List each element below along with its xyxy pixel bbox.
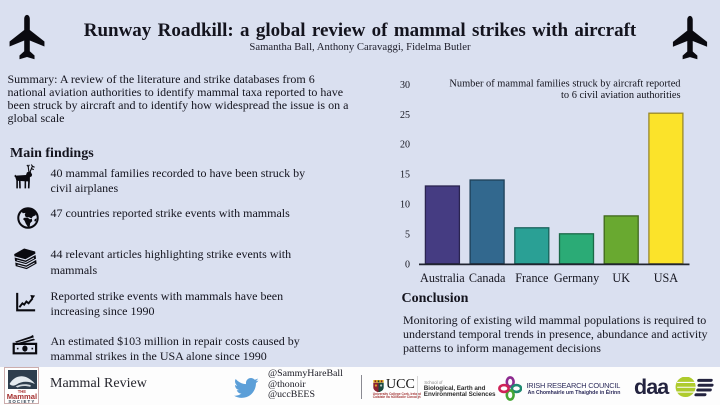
svg-text:5: 5 — [405, 229, 410, 240]
svg-text:0: 0 — [405, 259, 410, 270]
svg-text:25: 25 — [400, 110, 410, 121]
svg-text:10: 10 — [400, 200, 410, 211]
svg-text:Australia: Australia — [420, 271, 465, 285]
svg-text:30: 30 — [400, 80, 410, 91]
svg-text:Germany: Germany — [554, 271, 600, 285]
svg-text:UK: UK — [612, 271, 630, 285]
svg-text:20: 20 — [400, 140, 410, 151]
svg-text:15: 15 — [400, 170, 410, 181]
svg-text:USA: USA — [654, 271, 679, 285]
svg-text:Canada: Canada — [469, 271, 506, 285]
svg-text:France: France — [515, 271, 548, 285]
svg-text:to 6 civil aviation authoritie: to 6 civil aviation authorities — [561, 90, 680, 101]
svg-text:Number of mammal families stru: Number of mammal families struck by airc… — [449, 79, 681, 90]
